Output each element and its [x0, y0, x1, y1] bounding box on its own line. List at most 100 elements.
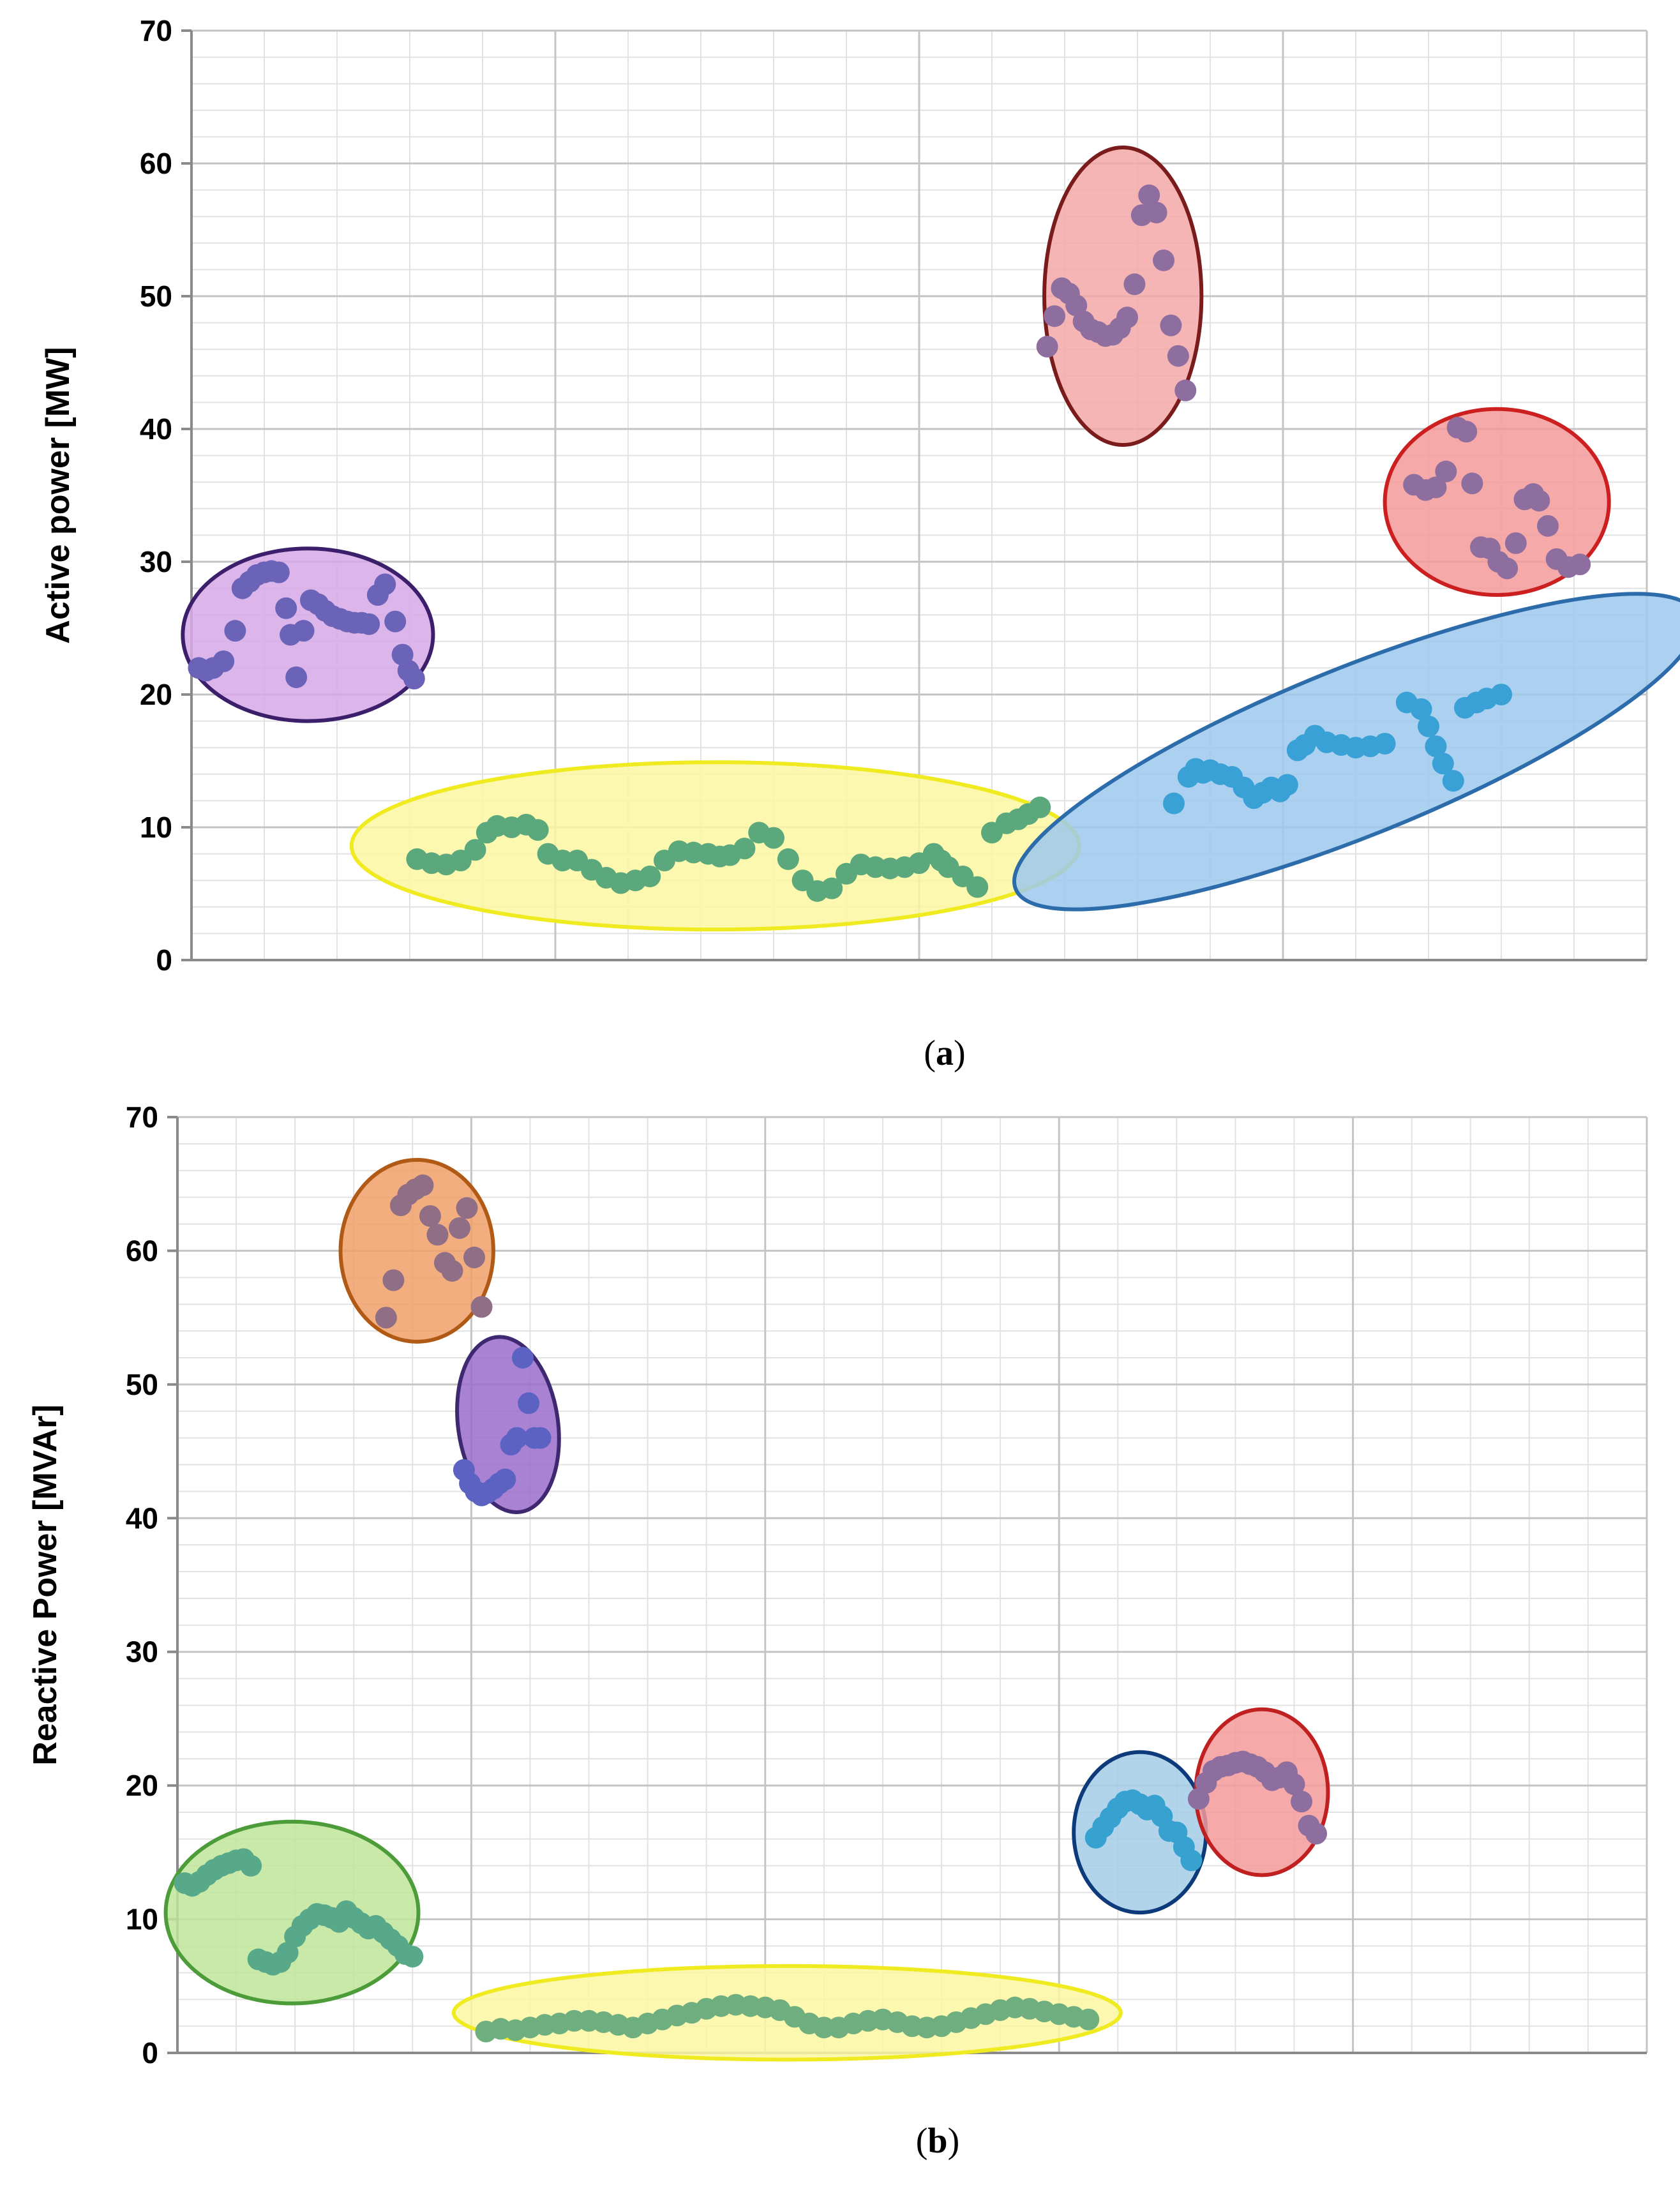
data-point	[470, 1296, 493, 1318]
y-tick-label: 60	[140, 147, 172, 180]
y-tick-label: 10	[140, 811, 172, 844]
data-point	[1036, 336, 1058, 358]
major-grid	[177, 1116, 1648, 2053]
data-point	[1029, 796, 1051, 818]
data-point	[1160, 314, 1182, 336]
cluster-blue	[1012, 592, 1680, 912]
y-axis-title: Reactive Power [MVAr]	[27, 1404, 64, 1765]
data-point	[419, 1205, 441, 1227]
data-point	[821, 877, 843, 899]
data-point	[213, 650, 235, 672]
data-point	[382, 1269, 405, 1291]
data-point	[1455, 421, 1478, 443]
data-point	[292, 620, 315, 642]
y-tick-label: 50	[126, 1368, 158, 1401]
panel-caption: (b)	[916, 2121, 959, 2161]
data-point	[412, 1174, 434, 1196]
data-point	[1418, 715, 1439, 737]
panel-caption: (a)	[924, 1033, 965, 1073]
data-point	[456, 1197, 478, 1219]
y-axis-title: Active power [MW]	[40, 347, 77, 643]
cluster-red-upper-ellipse	[1042, 146, 1204, 447]
data-point	[1153, 249, 1175, 271]
data-point	[1305, 1822, 1328, 1845]
data-point	[1167, 345, 1189, 367]
data-point	[1163, 792, 1185, 815]
data-point	[1410, 698, 1432, 720]
cluster-red-upper	[1036, 146, 1204, 447]
caption-open-paren: (	[924, 1033, 936, 1073]
data-point	[1283, 1773, 1305, 1796]
cluster-red-right-ellipse	[1383, 407, 1611, 597]
data-point	[1116, 306, 1139, 329]
y-tick-label: 30	[140, 545, 172, 578]
data-point	[441, 1259, 463, 1282]
data-point	[506, 1427, 528, 1449]
data-point	[374, 573, 396, 596]
data-point	[1138, 184, 1160, 206]
data-point	[639, 865, 661, 887]
cluster-orange	[338, 1158, 495, 1344]
y-tick-label: 0	[142, 2036, 158, 2070]
data-point	[240, 1854, 262, 1877]
cluster-purple	[181, 546, 435, 723]
data-point	[285, 666, 308, 688]
data-point	[763, 827, 784, 849]
y-tick-label: 60	[126, 1234, 158, 1267]
caption-letter: b	[927, 2121, 947, 2161]
y-tick-label: 30	[126, 1635, 158, 1669]
panel-a: 0 10 20 30 40 50 60 70 Active power [MW] (a)	[40, 14, 1680, 1073]
data-point	[448, 1217, 470, 1239]
data-point	[1496, 557, 1519, 580]
data-point	[1435, 460, 1457, 483]
cluster-green-ellipse	[163, 1819, 421, 2006]
data-point	[463, 1246, 486, 1268]
cluster-red	[1187, 1707, 1330, 1877]
data-point	[1536, 515, 1559, 537]
data-point	[384, 610, 407, 633]
data-point	[1044, 305, 1066, 327]
caption-letter: a	[936, 1033, 954, 1073]
cluster-red-right	[1383, 407, 1611, 597]
data-point	[494, 1468, 516, 1491]
data-point	[518, 1392, 540, 1415]
data-point	[1123, 273, 1146, 296]
cluster-green	[349, 760, 1081, 932]
data-point	[426, 1224, 449, 1246]
cluster-blue	[1072, 1750, 1208, 1915]
data-point	[1432, 753, 1454, 775]
data-point	[275, 597, 297, 619]
y-tick-label: 70	[140, 14, 172, 47]
data-point	[1569, 553, 1591, 576]
caption-close-paren: )	[954, 1033, 966, 1073]
panel-b: 0 10 20 30 40 50 60 70 Reactive Power [MVAr] (b)	[27, 1100, 1648, 2161]
data-point	[1490, 684, 1512, 705]
data-point	[267, 561, 290, 583]
data-point	[1442, 770, 1464, 792]
data-point	[1077, 2008, 1100, 2031]
cluster-purple	[453, 1335, 561, 1514]
data-point	[1276, 774, 1298, 796]
y-tick-label: 0	[156, 943, 172, 977]
data-point	[401, 1946, 424, 1968]
y-tick-label: 20	[126, 1769, 158, 1802]
cluster-orange-ellipse	[338, 1158, 495, 1344]
caption-open-paren: (	[916, 2121, 928, 2161]
data-point	[464, 839, 486, 861]
data-point	[1461, 472, 1483, 495]
data-point	[1425, 735, 1447, 758]
data-point	[1374, 732, 1396, 755]
data-point	[1174, 379, 1197, 402]
data-point	[1528, 490, 1550, 512]
cluster-red-ellipse	[1194, 1707, 1330, 1877]
data-point	[1425, 476, 1447, 499]
data-point	[403, 668, 425, 690]
cluster-yellow	[451, 1964, 1123, 2062]
y-tick-label: 50	[140, 280, 172, 313]
data-point	[1291, 1791, 1313, 1813]
data-point	[1180, 1849, 1203, 1872]
y-tick-label: 10	[126, 1903, 158, 1936]
data-point	[224, 620, 246, 642]
cluster-purple-ellipse	[455, 1335, 561, 1514]
